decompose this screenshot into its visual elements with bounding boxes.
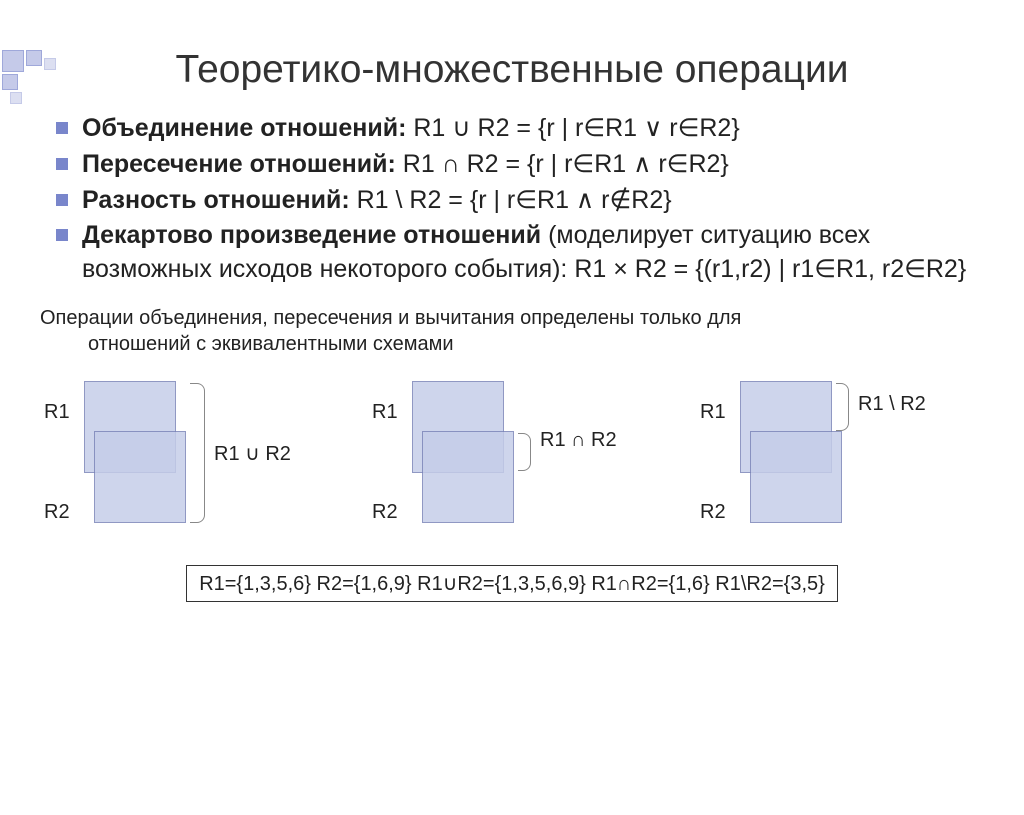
bullet-icon	[56, 194, 68, 206]
diagram-intersection: R1 R2 R1 ∩ R2	[352, 371, 672, 551]
bullet-icon	[56, 158, 68, 170]
diagram-difference: R1 R2 R1 \ R2	[680, 371, 1000, 551]
bullet-union: Объединение отношений: R1 ∪ R2 = {r | r∈…	[56, 112, 984, 146]
example-box: R1={1,3,5,6} R2={1,6,9} R1∪R2={1,3,5,6,9…	[186, 565, 838, 602]
diagram-row: R1 R2 R1 ∪ R2 R1 R2 R1 ∩ R2 R1 R2 R1 \ R…	[20, 371, 1004, 551]
note-text: Операции объединения, пересечения и вычи…	[40, 305, 984, 357]
bullet-difference: Разность отношений: R1 \ R2 = {r | r∈R1 …	[56, 184, 984, 218]
bullet-icon	[56, 229, 68, 241]
slide-title: Теоретико-множественные операции	[0, 48, 1024, 92]
bullet-list: Объединение отношений: R1 ∪ R2 = {r | r∈…	[56, 112, 984, 287]
bullet-intersection: Пересечение отношений: R1 ∩ R2 = {r | r∈…	[56, 148, 984, 182]
bullet-cartesian: Декартово произведение отношений (модели…	[56, 219, 984, 287]
diagram-union: R1 R2 R1 ∪ R2	[24, 371, 344, 551]
corner-decoration	[0, 48, 150, 98]
bullet-icon	[56, 122, 68, 134]
